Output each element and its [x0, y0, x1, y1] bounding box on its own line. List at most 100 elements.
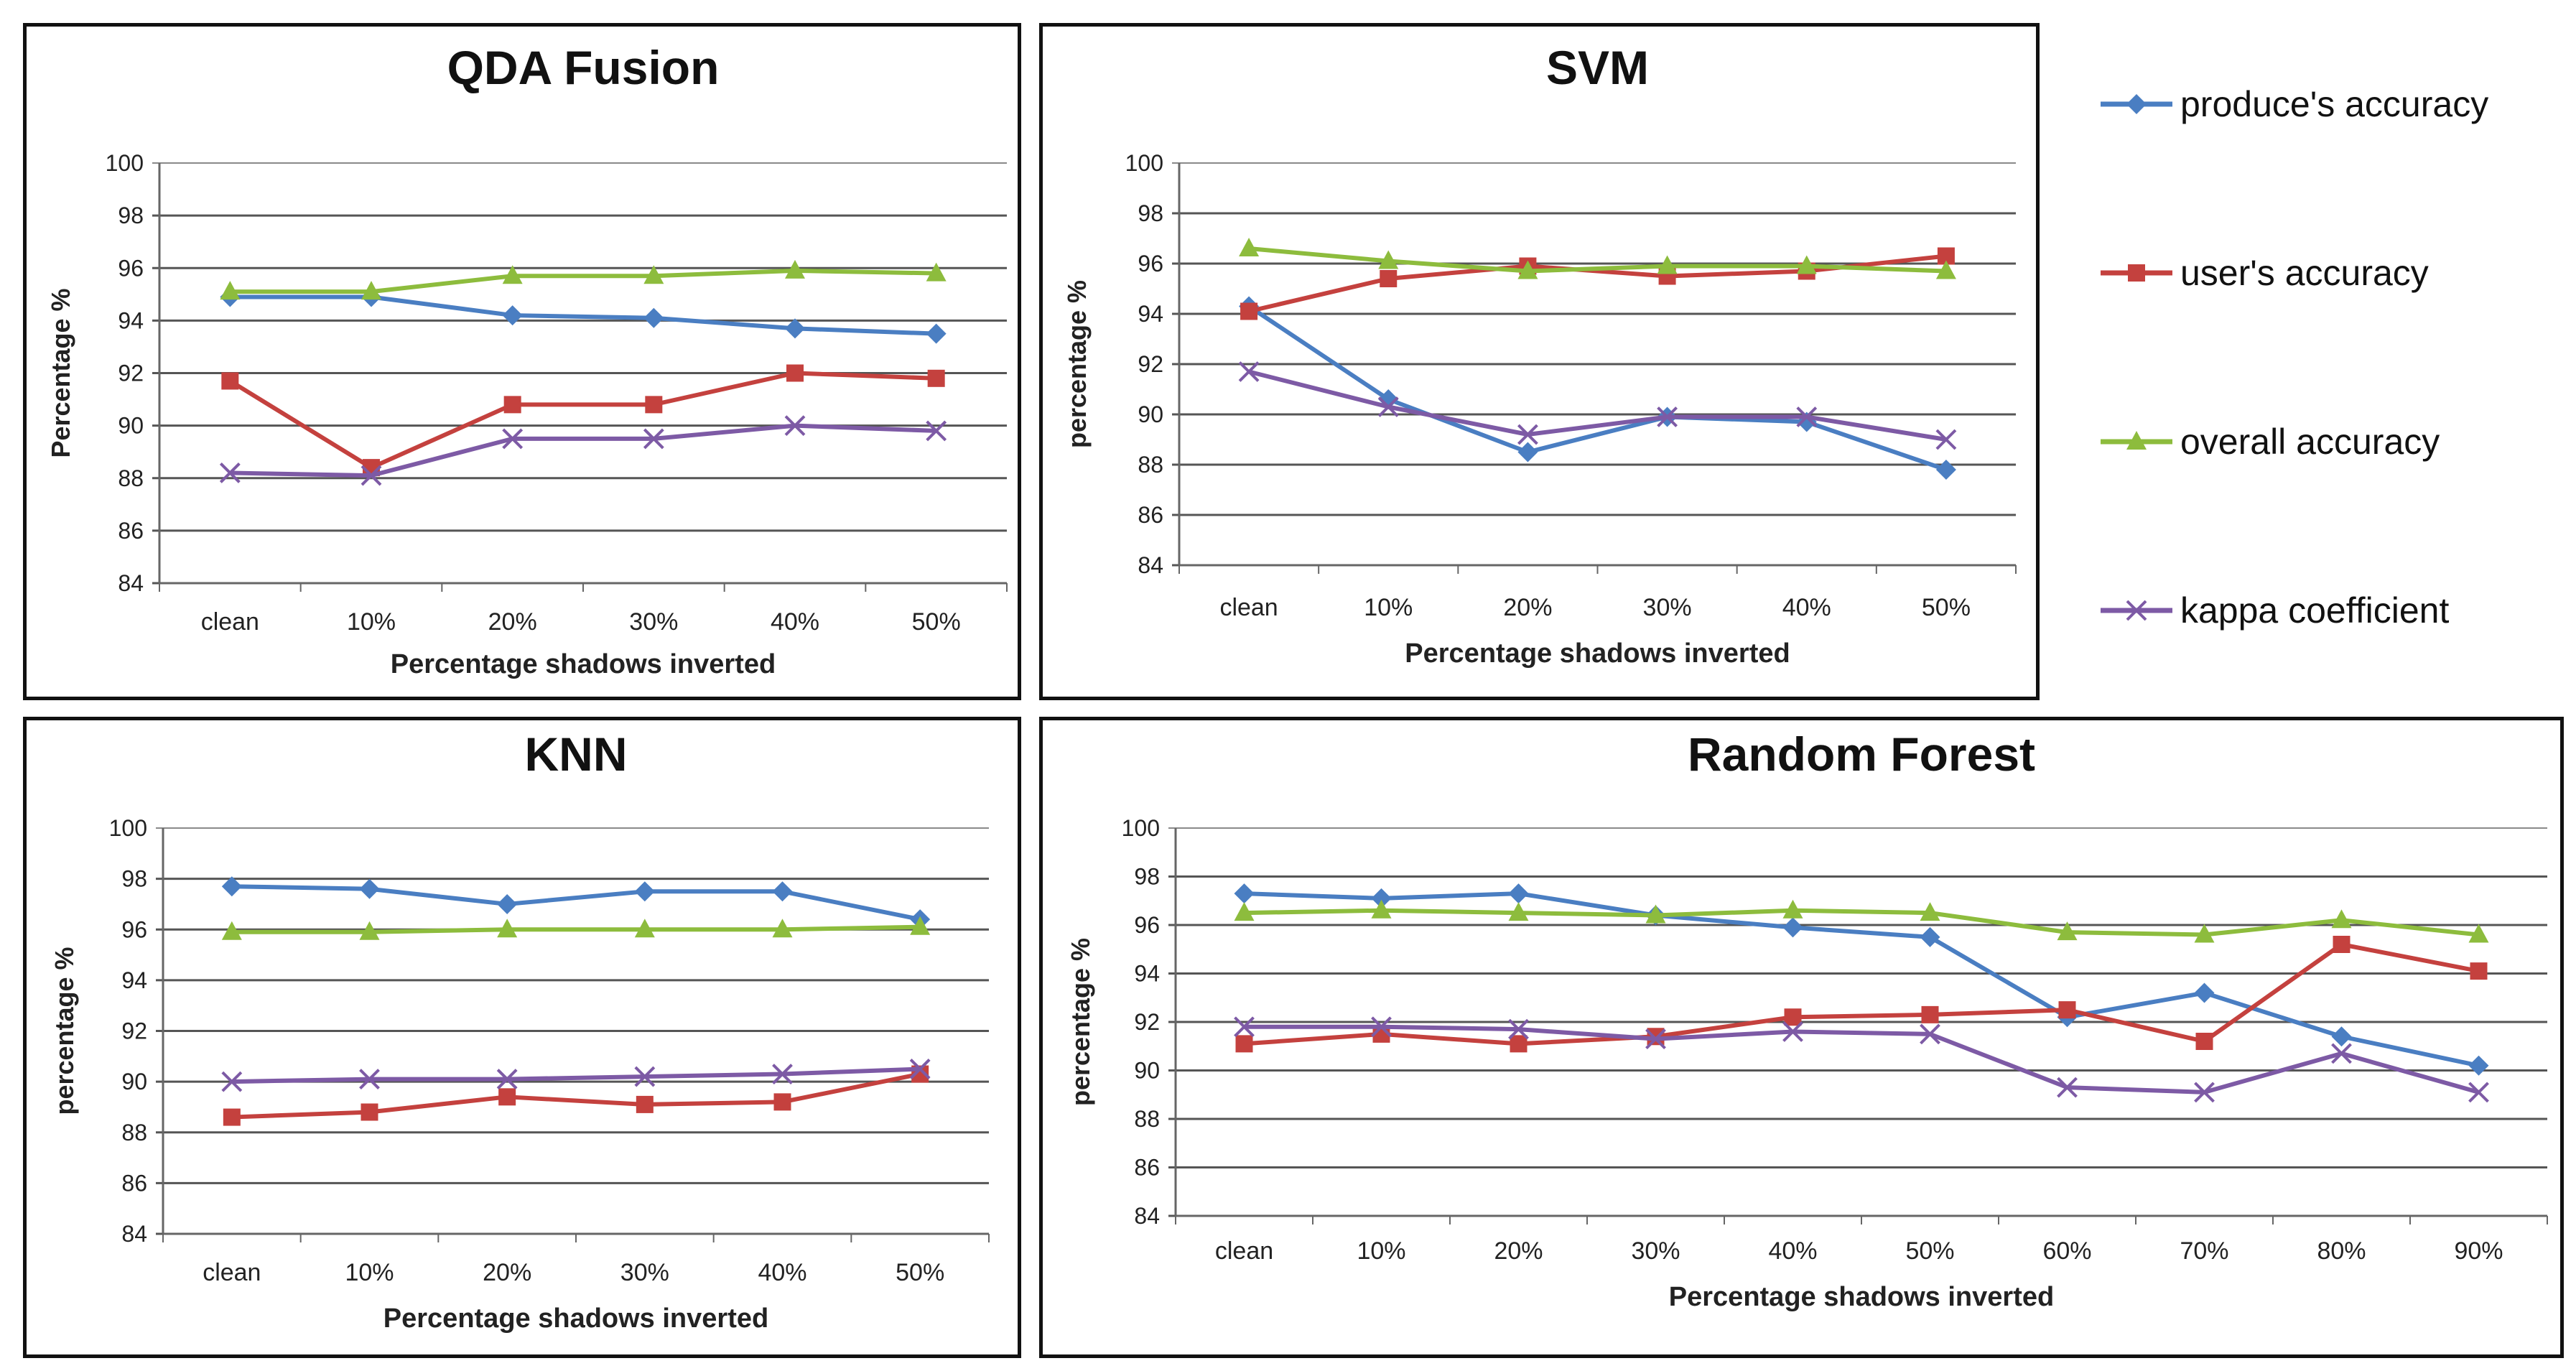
data-point-overall-accuracy-10 [1371, 899, 1392, 919]
legend-entry-produce: produce's accuracy [2097, 72, 2488, 136]
data-point-overall-accuracy-30 [1657, 255, 1678, 274]
series-line-produce-s-accuracy [1247, 305, 1947, 472]
data-point-kappa-coefficient-20 [502, 428, 524, 450]
chart-legend: produce's accuracy user's accuracy overa… [2097, 50, 2571, 682]
y-tick-label: 98 [1138, 200, 1163, 226]
series-line-user-s-accuracy [228, 371, 936, 470]
data-point-overall-accuracy-60 [2057, 921, 2078, 941]
x-tick-label-50: 50% [896, 1259, 944, 1286]
x-tick-label-clean: clean [201, 608, 259, 636]
legend-swatch-overall [2101, 431, 2172, 450]
data-point-kappa-coefficient-30-b [1657, 406, 1678, 427]
y-axis-label: percentage % [1062, 280, 1092, 448]
x-tick-label-clean: clean [1219, 594, 1278, 621]
data-point-kappa-coefficient-30 [643, 428, 664, 450]
data-point-kappa-coefficient-20-b [496, 1069, 518, 1090]
data-point-overall-accuracy-clean [1234, 902, 1255, 921]
legend-label-user: user's accuracy [2180, 253, 2429, 293]
data-point-kappa-coefficient-50-b [909, 1059, 931, 1079]
data-point-produce-s-accuracy-50 [1935, 460, 1956, 480]
data-point-produce-s-accuracy-80 [2331, 1026, 2352, 1047]
x-tick-label-10: 10% [347, 608, 396, 636]
series-line-kappa-coefficient [231, 1066, 921, 1084]
chart-panel-random-forest: Random Forest 84 86 88 90 92 94 96 98 100 clean 10%… [1039, 717, 2564, 1358]
data-point-kappa-coefficient-60 [2057, 1077, 2078, 1098]
chart-title: QDA Fusion [447, 41, 720, 94]
y-axis-label: percentage % [1066, 938, 1095, 1106]
data-point-overall-accuracy-10 [359, 921, 380, 940]
data-point-overall-accuracy-clean [221, 921, 242, 940]
x-tick-label-40: 40% [771, 608, 819, 636]
data-point-produce-s-accuracy-10 [359, 878, 380, 899]
y-tick-label: 92 [118, 361, 144, 386]
data-point-kappa-coefficient-70-b [2194, 1082, 2215, 1103]
data-point-kappa-coefficient-90-b [2468, 1082, 2489, 1103]
data-point-user-s-accuracy-40 [773, 1093, 791, 1111]
x-axis-label: Percentage shadows inverted [1405, 638, 1790, 669]
data-point-kappa-coefficient-70 [2194, 1082, 2215, 1103]
data-point-kappa-coefficient-clean [1234, 1016, 1255, 1038]
y-tick-label: 90 [1138, 401, 1163, 427]
data-point-user-s-accuracy-60 [2058, 1001, 2076, 1019]
data-point-kappa-coefficient-clean-b [221, 1071, 243, 1092]
data-point-overall-accuracy-clean [1239, 238, 1260, 256]
x-tick-label-40: 40% [1768, 1237, 1817, 1265]
x-axis-label: Percentage shadows inverted [391, 649, 776, 679]
data-point-produce-s-accuracy-20 [502, 305, 523, 326]
data-point-kappa-coefficient-30 [1645, 1028, 1666, 1050]
data-point-kappa-coefficient-30-b [643, 428, 664, 450]
data-point-kappa-coefficient-clean-b [1238, 361, 1260, 382]
x-tick-label-50: 50% [912, 608, 961, 636]
x-tick-label-30: 30% [1631, 1237, 1680, 1265]
data-point-user-s-accuracy-90 [2470, 962, 2488, 980]
y-axis-label: percentage % [50, 947, 79, 1115]
data-point-kappa-coefficient-60-b [2057, 1077, 2078, 1098]
x-tick-label-clean: clean [1215, 1237, 1273, 1265]
data-point-overall-accuracy-50 [926, 262, 947, 282]
data-point-overall-accuracy-40 [1796, 255, 1817, 274]
data-point-kappa-coefficient-90 [2468, 1082, 2489, 1103]
data-point-produce-s-accuracy-20 [1517, 442, 1538, 463]
x-tick-label-70: 70% [2180, 1237, 2228, 1265]
legend-marker-kappa-coefficient [2126, 600, 2147, 621]
data-point-kappa-coefficient-80 [2331, 1043, 2352, 1064]
data-point-user-s-accuracy-50 [927, 369, 945, 387]
y-tick-label: 100 [1125, 150, 1163, 176]
data-point-kappa-coefficient-30 [634, 1066, 656, 1087]
x-tick-label-60: 60% [2042, 1237, 2091, 1265]
data-point-user-s-accuracy-40 [1784, 1008, 1802, 1026]
data-point-kappa-coefficient-50 [926, 420, 947, 442]
x-tick-label-20: 20% [1494, 1237, 1543, 1265]
y-tick-label: 94 [121, 967, 147, 993]
data-point-overall-accuracy-70 [2194, 924, 2215, 943]
y-tick-label: 98 [121, 866, 147, 892]
data-point-overall-accuracy-20 [1517, 260, 1538, 279]
x-tick-label-50: 50% [1922, 594, 1971, 621]
data-point-overall-accuracy-20 [1508, 902, 1529, 921]
data-point-kappa-coefficient-20 [1517, 424, 1538, 445]
data-point-overall-accuracy-10 [361, 281, 381, 300]
data-point-overall-accuracy-40 [772, 919, 793, 938]
data-point-kappa-coefficient-20 [1508, 1018, 1529, 1040]
chart-panel-svm: SVM 84 86 88 90 92 94 96 98 100 clean 10% 20% 30% 40% 5… [1039, 23, 2040, 700]
y-tick-label: 90 [121, 1069, 147, 1095]
data-point-overall-accuracy-40 [1782, 899, 1803, 919]
data-point-user-s-accuracy-20 [503, 396, 521, 414]
series-line-user-s-accuracy [1244, 942, 2480, 1046]
data-point-user-s-accuracy-clean [1235, 1035, 1253, 1053]
y-tick-label: 84 [121, 1221, 147, 1247]
data-point-kappa-coefficient-40 [784, 415, 806, 437]
x-tick-label-80: 80% [2317, 1237, 2366, 1265]
y-tick-label: 86 [1138, 502, 1163, 528]
y-tick-label: 86 [121, 1170, 147, 1196]
data-point-produce-s-accuracy-20 [497, 893, 518, 914]
y-tick-label: 94 [1134, 961, 1160, 987]
data-point-kappa-coefficient-20-b [1517, 424, 1538, 445]
series-line-overall-accuracy [230, 268, 936, 294]
legend-entry-kappa: kappa coefficient [2097, 578, 2449, 643]
data-point-overall-accuracy-30 [643, 265, 664, 284]
data-point-user-s-accuracy-70 [2195, 1033, 2213, 1050]
data-point-produce-s-accuracy-50 [926, 323, 947, 344]
data-point-kappa-coefficient-50 [1920, 1023, 1940, 1045]
y-tick-label: 84 [118, 570, 144, 596]
